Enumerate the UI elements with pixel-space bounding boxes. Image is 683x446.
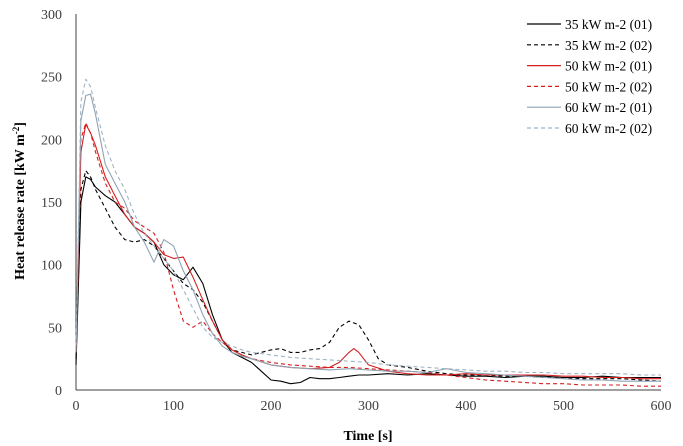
y-tick-label: 250 — [41, 71, 62, 86]
x-tick-label: 400 — [456, 399, 477, 414]
y-tick-label: 150 — [41, 196, 62, 211]
series-line-6 — [75, 78, 661, 376]
y-tick-label: 300 — [41, 8, 62, 23]
legend-label-5: 60 kW m-2 (01) — [565, 100, 652, 115]
y-tick-label: 0 — [55, 384, 62, 399]
x-axis-title: Time [s] — [343, 429, 392, 444]
tick-labels: 0 100 200 300 400 500 600 0 50 100 150 200 250 300 — [41, 8, 672, 414]
y-axis-title-close: ] — [13, 122, 28, 127]
series-line-1 — [75, 176, 661, 385]
legend-label-6: 60 kW m-2 (02) — [565, 121, 652, 136]
y-tick-label: 50 — [48, 321, 62, 336]
series-line-2 — [75, 170, 662, 382]
x-tick-label: 200 — [261, 399, 282, 414]
legend: 35 kW m-2 (01) 35 kW m-2 (02) 50 kW m-2 (0… — [527, 17, 652, 136]
y-axis-title-sup: -2 — [11, 126, 21, 134]
x-tick-label: 500 — [553, 399, 574, 414]
legend-label-1: 35 kW m-2 (01) — [565, 17, 652, 32]
legend-label-3: 50 kW m-2 (01) — [565, 59, 652, 74]
series-layer — [75, 78, 662, 387]
y-axis-title: Heat release rate [kW m-2] — [11, 122, 28, 280]
legend-label-2: 35 kW m-2 (02) — [565, 38, 652, 53]
y-tick-label: 200 — [41, 133, 62, 148]
x-tick-label: 600 — [651, 399, 672, 414]
x-tick-label: 100 — [163, 399, 184, 414]
legend-label-4: 50 kW m-2 (02) — [565, 79, 652, 94]
x-tick-label: 300 — [358, 399, 379, 414]
y-tick-label: 100 — [41, 259, 62, 274]
series-line-4 — [75, 122, 661, 387]
y-axis-title-main: Heat release rate [kW m — [13, 134, 28, 280]
x-tick-label: 0 — [73, 399, 80, 414]
series-line-5 — [75, 93, 661, 382]
